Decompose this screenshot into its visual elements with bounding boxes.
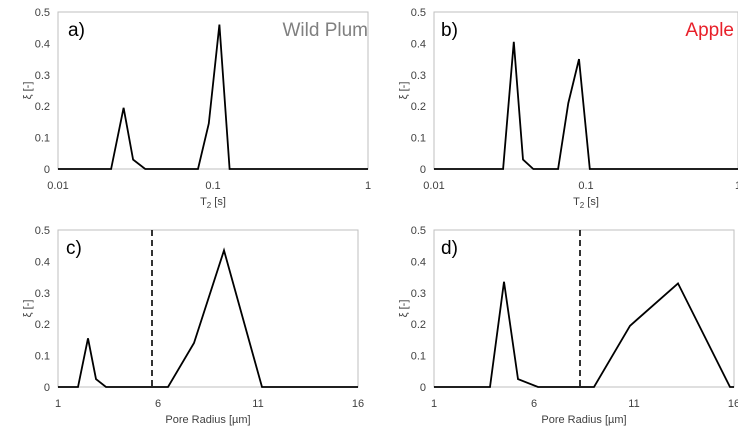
plot-area-border [57,229,359,388]
y-axis-label: ξ [-] [398,300,410,318]
sample-label: Wild Plum [282,20,368,41]
series-line [434,281,734,388]
y-tick-label: 0.4 [411,256,426,268]
y-tick-label: 0.3 [411,70,426,82]
y-tick-label: 0.3 [35,70,50,82]
series-line [58,247,358,388]
y-axis-label: ξ [-] [22,82,34,100]
y-tick-label: 0.4 [35,256,50,268]
y-tick-label: 0.2 [411,101,426,113]
chart-panel-1: 0 0.1 0.2 0.3 0.4 0.5 0.01 0.1 1 ξ [-] T2 [s] a) Wil… [22,7,371,210]
sample-label: Apple [685,20,734,41]
plot-area-border [433,229,735,388]
y-tick-label: 0.3 [35,288,50,300]
x-tick-label: 1 [55,398,61,410]
y-tick-label: 0.1 [411,133,426,145]
x-tick-label: 0.01 [423,180,444,192]
y-tick-label: 0.2 [35,319,50,331]
x-tick-label: 1 [365,180,371,192]
chart-panel-4: 00.10.20.30.40.51 6 11 16ξ [-]Pore Radius [… [398,225,738,426]
x-tick-label: 0.01 [47,180,68,192]
y-tick-label: 0 [420,382,426,394]
x-axis-label: Pore Radius [µm] [541,414,626,426]
y-tick-label: 0.2 [35,101,50,113]
y-tick-label: 0 [44,164,50,176]
x-tick-label: 1 [735,180,738,192]
x-tick-label: 11 [252,398,263,410]
plot-area-border [57,11,369,170]
plot-area-border [433,11,738,170]
y-tick-label: 0.3 [411,288,426,300]
panel-label: c) [66,238,82,259]
y-tick-label: 0.5 [35,7,50,19]
y-tick-label: 0.5 [411,225,426,237]
x-tick-label: 1 [431,398,437,410]
x-tick-label: 16 [728,398,738,410]
x-axis-label: T2 [s] [573,196,599,210]
panel-label: a) [68,20,85,41]
series-line [58,24,368,170]
panel-label: d) [441,238,458,259]
y-tick-label: 0.4 [35,38,50,50]
x-tick-label: 6 [531,398,537,410]
x-tick-label: 0.1 [578,180,593,192]
x-axis-label: T2 [s] [200,196,226,210]
y-tick-label: 0.1 [411,351,426,363]
panel-label: b) [441,20,458,41]
y-tick-label: 0 [420,164,426,176]
x-tick-label: 6 [155,398,161,410]
x-tick-label: 0.1 [205,180,220,192]
chart-panel-2: 0 0.1 0.2 0.3 0.4 0.5 0.01 0.1 1 ξ [-] T2 [s] b) App… [398,7,738,210]
y-tick-label: 0.2 [411,319,426,331]
series-line [434,41,738,170]
y-tick-label: 0.5 [35,225,50,237]
y-tick-label: 0.1 [35,133,50,145]
y-tick-label: 0.5 [411,7,426,19]
y-tick-label: 0.1 [35,351,50,363]
chart-panel-3: 00.10.20.30.40.51 6 11 16ξ [-]Pore Radius [… [22,225,364,426]
x-axis-label: Pore Radius [µm] [165,414,250,426]
y-tick-label: 0 [44,382,50,394]
x-tick-label: 11 [628,398,639,410]
x-tick-label: 16 [352,398,364,410]
y-axis-label: ξ [-] [398,82,410,100]
y-tick-label: 0.4 [411,38,426,50]
y-axis-label: ξ [-] [22,300,34,318]
